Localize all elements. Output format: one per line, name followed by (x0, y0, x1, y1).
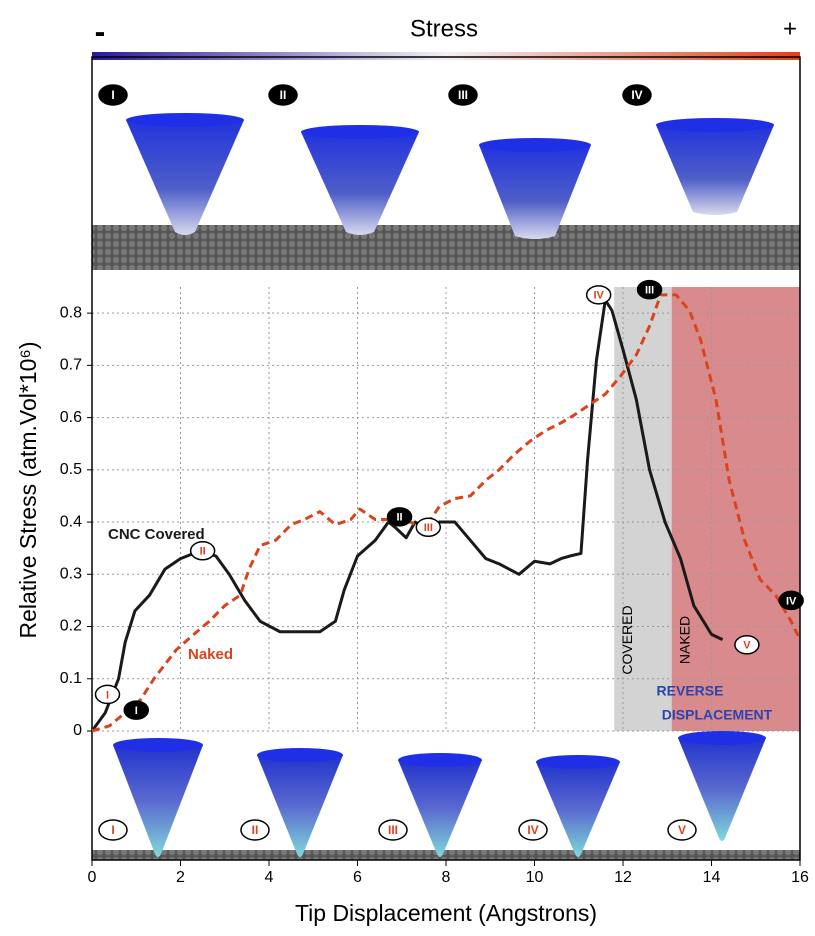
legend-label: CNC Covered (108, 526, 205, 543)
curve-marker (189, 541, 216, 561)
curve-marker-label: IV (786, 595, 797, 607)
x-tick-label: 14 (703, 869, 721, 886)
curve-marker-label: V (743, 640, 751, 652)
y-tick-label: 0.2 (60, 618, 82, 635)
curve-marker-label: IV (593, 290, 604, 302)
top-label-badge (448, 84, 478, 106)
cone (536, 762, 620, 857)
curve-marker (734, 635, 760, 655)
cone-top (257, 748, 343, 762)
x-tick-label: 0 (88, 869, 97, 886)
curve-marker-label: II (396, 512, 402, 524)
legend-label: Naked (188, 646, 233, 663)
top-label-badge (622, 84, 652, 106)
x-tick-label: 2 (176, 869, 185, 886)
region-label: NAKED (676, 616, 692, 664)
x-tick-label: 4 (265, 869, 274, 886)
top-label-badge (268, 84, 298, 106)
cone-top (126, 113, 244, 127)
bottom-label: IV (527, 823, 538, 837)
curve-marker (585, 285, 612, 305)
y-tick-label: 0.3 (60, 566, 82, 583)
curve-marker (636, 279, 663, 300)
top-label: IV (631, 88, 642, 102)
region-label: COVERED (619, 605, 635, 674)
y-tick-label: 0.7 (60, 357, 82, 374)
curve-marker (123, 700, 149, 720)
cone-top (536, 755, 620, 769)
cone-top (301, 125, 419, 139)
top-label: III (458, 88, 468, 102)
curve-marker (778, 590, 804, 611)
cone-top (678, 731, 766, 745)
colorbar-high: + (783, 15, 797, 42)
y-tick-label: 0.8 (60, 304, 82, 321)
bottom-label: III (388, 823, 398, 837)
cone (398, 760, 482, 857)
curve-marker-label: I (106, 689, 109, 701)
cone-top (398, 753, 482, 767)
bottom-label: I (111, 823, 114, 837)
colorbar-title: Stress (410, 15, 478, 42)
series-line (91, 293, 802, 733)
bottom-label-badge (240, 819, 270, 841)
curve-marker (386, 507, 413, 527)
x-tick-label: 10 (526, 869, 544, 886)
cone (301, 132, 419, 235)
substrate (92, 225, 800, 270)
bottom-label-badge (98, 819, 128, 841)
cone (257, 755, 343, 857)
x-tick-label: 6 (353, 869, 362, 886)
cone-top (656, 118, 774, 132)
bottom-label-badge (378, 819, 408, 841)
annotation: DISPLACEMENT (662, 707, 773, 723)
top-label: I (111, 88, 114, 102)
cone (678, 738, 766, 841)
curve-marker (94, 684, 121, 705)
cone (479, 145, 591, 239)
bottom-label: V (678, 823, 686, 837)
x-axis-title: Tip Displacement (Angstrons) (295, 900, 597, 926)
cone (113, 745, 203, 857)
bottom-label: II (252, 823, 259, 837)
y-tick-label: 0.6 (60, 409, 82, 426)
y-tick-label: 0.4 (60, 513, 82, 530)
colorbar (92, 52, 800, 60)
cone-top (479, 138, 591, 152)
insets (92, 52, 800, 860)
frame (91, 56, 801, 861)
curve-marker-label: III (424, 522, 433, 534)
colorbar-low: - (95, 13, 106, 49)
x-tick-label: 8 (442, 869, 451, 886)
curve-marker-label: I (135, 705, 138, 717)
bottom-label-badge (667, 819, 697, 841)
y-axis-title: Relative Stress (atm.Vol*10⁶) (15, 341, 41, 638)
curve-marker (415, 517, 442, 538)
cone-top (113, 738, 203, 752)
cone (656, 125, 774, 215)
y-tick-label: 0 (73, 722, 82, 739)
top-label: II (280, 88, 287, 102)
curve-marker-label: II (200, 546, 206, 558)
curve-marker-label: III (645, 285, 654, 297)
x-tick-label: 16 (791, 869, 809, 886)
cone (126, 120, 244, 235)
bottom-label-badge (518, 819, 548, 841)
top-label-badge (98, 84, 128, 106)
y-tick-label: 0.1 (60, 670, 82, 687)
annotation: REVERSE (657, 683, 724, 699)
y-tick-label: 0.5 (60, 461, 82, 478)
x-tick-label: 12 (614, 869, 632, 886)
substrate (92, 850, 800, 860)
